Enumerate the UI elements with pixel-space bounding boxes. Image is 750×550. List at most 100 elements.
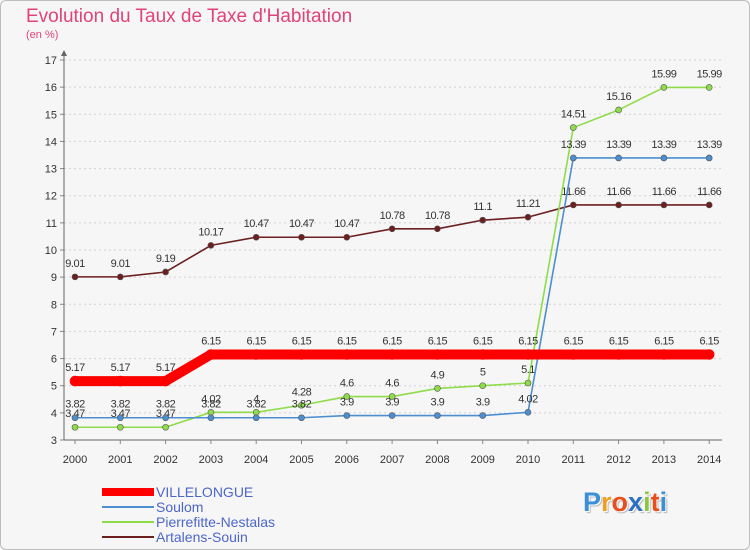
data-point-soulom (660, 154, 668, 162)
data-label-soulom: 3.82 (111, 399, 131, 411)
data-label-pierrefitte-nestalas: 5 (480, 367, 486, 379)
data-point-pierrefitte-nestalas (479, 382, 487, 390)
data-label-soulom: 13.39 (697, 139, 722, 151)
data-label-pierrefitte-nestalas: 15.99 (697, 68, 722, 80)
logo-letter: t (650, 487, 660, 517)
data-label-artalens-souin: 10.78 (425, 210, 450, 222)
data-point-soulom (343, 412, 351, 419)
data-point-soulom (479, 412, 487, 419)
data-label-villelongue: 5.17 (65, 362, 85, 374)
data-point-soulom (705, 154, 713, 162)
data-label-artalens-souin: 9.01 (111, 258, 131, 270)
data-label-artalens-souin: 11.66 (561, 186, 586, 198)
data-point-pierrefitte-nestalas (117, 423, 124, 431)
x-tick-label: 2001 (108, 454, 132, 466)
data-point-artalens-souin (207, 242, 215, 249)
data-point-pierrefitte-nestalas (615, 106, 622, 114)
data-point-villelongue (160, 375, 171, 387)
data-point-soulom (252, 414, 260, 422)
data-label-soulom: 13.39 (561, 139, 586, 151)
data-label-villelongue: 6.15 (292, 336, 312, 348)
data-label-villelongue: 5.17 (111, 362, 131, 374)
data-point-villelongue (69, 375, 81, 387)
data-label-soulom: 3.9 (431, 397, 445, 409)
x-tick-label: 2011 (561, 454, 585, 466)
x-tick-label: 2003 (199, 454, 223, 466)
logo-letter: P (583, 487, 602, 517)
data-point-artalens-souin (705, 201, 713, 209)
data-point-artalens-souin (71, 273, 79, 281)
data-label-soulom: 3.9 (385, 397, 399, 409)
line-chart: 3 4 5 6 7 8 9 10 11 12 13 14 15 16 17 2000 2001 2002 2003 2… (45, 50, 723, 466)
x-tick-label: 2014 (697, 454, 721, 466)
logo-letter: x (628, 487, 644, 517)
data-point-soulom (569, 154, 577, 162)
data-label-pierrefitte-nestalas: 15.99 (651, 68, 676, 80)
data-label-soulom: 3.9 (340, 397, 354, 409)
data-point-artalens-souin (479, 216, 487, 224)
data-label-soulom: 3.9 (476, 397, 490, 409)
data-point-villelongue (432, 349, 443, 360)
data-label-pierrefitte-nestalas: 15.16 (606, 91, 631, 103)
data-point-pierrefitte-nestalas (660, 84, 668, 91)
data-label-artalens-souin: 10.17 (198, 226, 223, 238)
data-point-villelongue (522, 349, 534, 360)
data-point-villelongue (613, 349, 624, 360)
legend-label: VILLELONGUE (156, 483, 254, 500)
data-label-pierrefitte-nestalas: 4 (253, 393, 259, 405)
data-point-villelongue (250, 349, 262, 360)
data-point-pierrefitte-nestalas (298, 401, 305, 409)
x-tick-label: 2013 (652, 454, 676, 466)
data-point-artalens-souin (162, 268, 169, 276)
data-point-artalens-souin (117, 273, 124, 281)
legend-swatch (102, 520, 154, 523)
y-tick-label: 10 (45, 245, 57, 257)
data-label-villelongue: 6.15 (654, 336, 674, 348)
data-point-soulom (71, 414, 79, 422)
data-label-soulom: 4.02 (518, 393, 538, 405)
x-tick-label: 2007 (380, 454, 404, 466)
data-label-soulom: 3.82 (246, 399, 266, 411)
data-point-artalens-souin (343, 233, 351, 241)
logo-letter: i (643, 487, 651, 517)
data-label-pierrefitte-nestalas: 4.6 (340, 378, 354, 390)
data-point-pierrefitte-nestalas (569, 124, 577, 131)
data-point-pierrefitte-nestalas (71, 423, 79, 431)
data-label-villelongue: 6.15 (518, 336, 538, 348)
data-point-soulom (615, 154, 622, 162)
y-tick-label: 12 (45, 191, 57, 203)
data-label-pierrefitte-nestalas: 5.1 (521, 364, 535, 376)
data-label-artalens-souin: 10.78 (380, 210, 405, 222)
data-label-artalens-souin: 11.21 (516, 198, 541, 210)
y-tick-label: 15 (45, 109, 57, 121)
data-label-artalens-souin: 10.47 (334, 218, 359, 230)
data-label-soulom: 13.39 (651, 139, 676, 151)
data-point-pierrefitte-nestalas (343, 393, 351, 400)
data-label-villelongue: 6.15 (428, 336, 448, 348)
y-tick-label: 11 (46, 218, 57, 230)
data-point-soulom (434, 412, 441, 419)
logo-letter: r (601, 487, 612, 517)
data-label-soulom: 3.82 (292, 399, 312, 411)
data-point-pierrefitte-nestalas (705, 84, 713, 91)
proxiti-logo: Proxiti (583, 487, 667, 518)
data-label-artalens-souin: 9.19 (156, 253, 176, 265)
data-point-soulom (388, 412, 396, 419)
y-tick-label: 9 (51, 272, 57, 284)
chart-legend: VILLELONGUE Soulom Pierrefitte-Nestalas Art… (102, 483, 275, 545)
logo-letter: o (611, 487, 629, 517)
data-point-villelongue (477, 349, 489, 360)
data-point-villelongue (386, 349, 398, 360)
data-point-soulom (117, 414, 124, 422)
data-label-villelongue: 6.15 (246, 336, 266, 348)
x-tick-label: 2006 (335, 454, 359, 466)
data-label-villelongue: 6.15 (564, 336, 584, 348)
y-axis-arrow (61, 50, 67, 56)
x-tick-label: 2002 (153, 454, 177, 466)
data-point-artalens-souin (252, 233, 260, 241)
data-point-villelongue (703, 349, 715, 360)
legend-swatch (102, 487, 154, 496)
data-point-soulom (162, 414, 169, 422)
x-tick-label: 2012 (606, 454, 630, 466)
